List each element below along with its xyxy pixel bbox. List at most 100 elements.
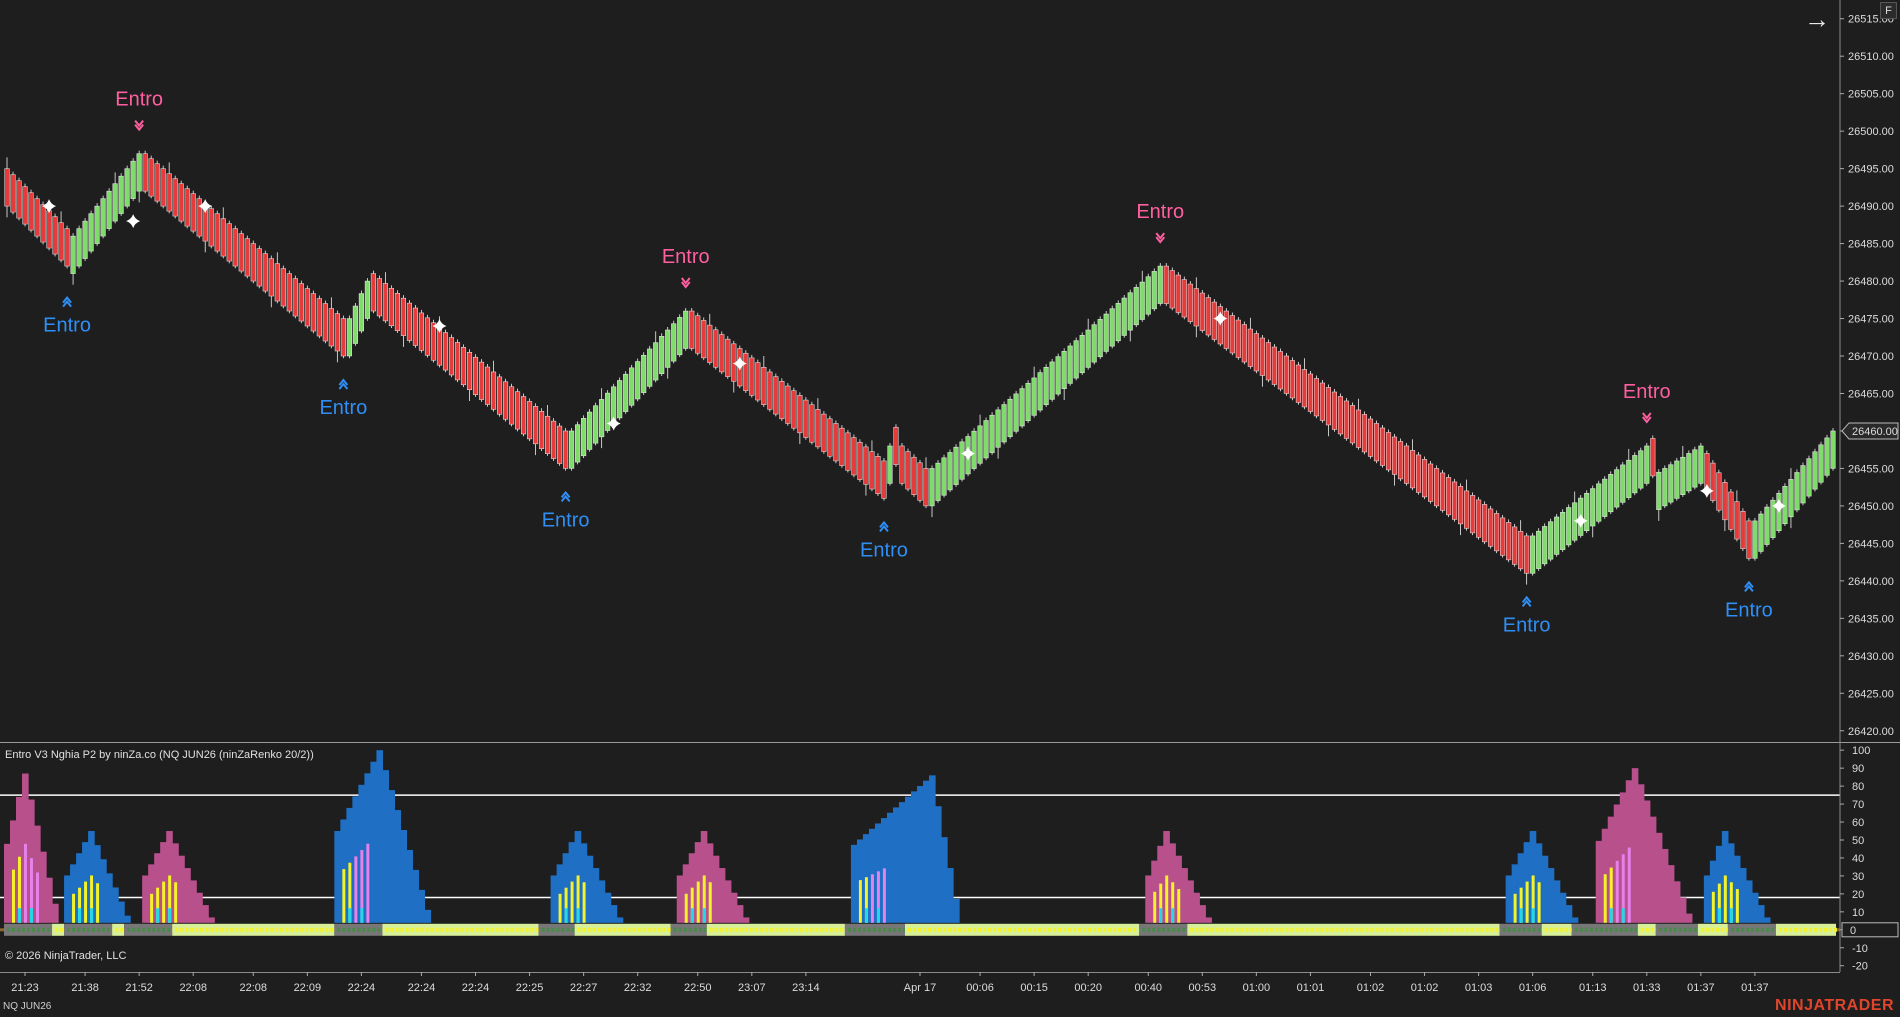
price-bar[interactable] bbox=[1686, 450, 1692, 494]
price-bar[interactable] bbox=[376, 275, 382, 319]
price-bar[interactable] bbox=[1385, 429, 1392, 473]
price-bar[interactable] bbox=[1139, 270, 1145, 322]
price-bar[interactable] bbox=[244, 235, 250, 279]
price-bar[interactable] bbox=[1500, 514, 1506, 558]
price-bar[interactable] bbox=[773, 373, 779, 417]
price-bar[interactable] bbox=[1031, 366, 1037, 418]
price-bar[interactable] bbox=[917, 459, 923, 503]
price-bar[interactable] bbox=[1806, 455, 1812, 499]
price-bar[interactable] bbox=[1403, 442, 1410, 486]
scroll-right-arrow-icon[interactable]: → bbox=[1804, 4, 1830, 34]
price-bar[interactable] bbox=[256, 245, 262, 289]
price-bar[interactable] bbox=[515, 388, 521, 432]
price-bar[interactable] bbox=[1349, 402, 1356, 446]
price-bar[interactable] bbox=[1554, 513, 1560, 557]
price-bar[interactable] bbox=[1145, 273, 1151, 317]
price-bar[interactable] bbox=[863, 443, 869, 496]
price-bar[interactable] bbox=[502, 378, 509, 422]
price-bar[interactable] bbox=[76, 225, 82, 269]
entro-sell-signal[interactable]: Entro bbox=[115, 89, 163, 132]
price-bar[interactable] bbox=[1548, 518, 1554, 562]
price-bar[interactable] bbox=[1391, 433, 1398, 486]
price-bar[interactable] bbox=[749, 354, 755, 398]
price-bar[interactable] bbox=[442, 329, 449, 373]
price-bar[interactable] bbox=[322, 300, 328, 344]
price-bar[interactable] bbox=[400, 295, 406, 347]
price-bar[interactable] bbox=[1283, 353, 1289, 396]
price-bar[interactable] bbox=[1620, 461, 1626, 505]
price-bar[interactable] bbox=[1079, 332, 1085, 376]
price-bar[interactable] bbox=[977, 414, 983, 466]
price-bar[interactable] bbox=[100, 195, 106, 239]
price-bar[interactable] bbox=[533, 403, 539, 456]
price-bar[interactable] bbox=[1740, 508, 1746, 551]
price-bar[interactable] bbox=[1626, 448, 1632, 500]
price-bar[interactable] bbox=[1325, 384, 1331, 437]
price-bar[interactable] bbox=[166, 162, 172, 214]
price-bar[interactable] bbox=[1470, 492, 1476, 536]
price-bar[interactable] bbox=[334, 310, 340, 363]
price-bar[interactable] bbox=[1103, 311, 1109, 354]
price-bar[interactable] bbox=[1241, 321, 1247, 365]
price-bar[interactable] bbox=[875, 453, 881, 496]
price-bar[interactable] bbox=[1824, 434, 1830, 478]
price-bar[interactable] bbox=[581, 415, 587, 459]
price-bar[interactable] bbox=[1373, 420, 1380, 464]
price-bar[interactable] bbox=[1061, 348, 1067, 400]
price-bar[interactable] bbox=[647, 345, 653, 389]
price-bar[interactable] bbox=[142, 150, 148, 194]
price-bar[interactable] bbox=[106, 188, 112, 231]
price-bar[interactable] bbox=[677, 314, 683, 358]
price-bar[interactable] bbox=[767, 368, 773, 412]
price-bar[interactable] bbox=[791, 387, 797, 431]
price-bar[interactable] bbox=[28, 189, 34, 233]
price-bar[interactable] bbox=[1013, 390, 1019, 434]
price-bar[interactable] bbox=[779, 378, 785, 422]
price-bar[interactable] bbox=[1019, 385, 1025, 429]
price-bar[interactable] bbox=[286, 270, 292, 314]
price-bar[interactable] bbox=[214, 210, 220, 254]
price-bar[interactable] bbox=[761, 356, 767, 407]
price-bar[interactable] bbox=[70, 233, 76, 285]
price-bar[interactable] bbox=[629, 364, 635, 408]
price-bar[interactable] bbox=[298, 280, 304, 324]
price-bar[interactable] bbox=[1722, 479, 1728, 532]
price-bar[interactable] bbox=[557, 423, 563, 466]
price-bar[interactable] bbox=[238, 230, 244, 274]
price-bar[interactable] bbox=[1632, 452, 1638, 496]
price-bar[interactable] bbox=[1277, 348, 1283, 392]
price-bar[interactable] bbox=[178, 180, 184, 224]
price-bar[interactable] bbox=[496, 373, 503, 417]
price-bar[interactable] bbox=[472, 354, 479, 397]
price-bar[interactable] bbox=[1073, 337, 1079, 381]
price-bar[interactable] bbox=[1313, 375, 1319, 419]
price-bar[interactable] bbox=[1319, 379, 1325, 423]
top-corner-button[interactable]: F bbox=[1880, 2, 1897, 19]
price-bar[interactable] bbox=[509, 383, 515, 427]
price-bar[interactable] bbox=[851, 434, 857, 478]
price-bar[interactable] bbox=[268, 255, 274, 308]
price-bar[interactable] bbox=[370, 270, 376, 314]
price-bar[interactable] bbox=[929, 465, 935, 518]
price-bar[interactable] bbox=[1746, 517, 1752, 561]
price-bar[interactable] bbox=[478, 359, 485, 402]
price-bar[interactable] bbox=[1355, 398, 1362, 450]
price-bar[interactable] bbox=[1506, 519, 1512, 563]
price-bar[interactable] bbox=[1728, 488, 1734, 532]
price-bar[interactable] bbox=[1770, 497, 1776, 540]
price-bar[interactable] bbox=[316, 295, 322, 339]
price-bar[interactable] bbox=[959, 438, 965, 482]
price-bar[interactable] bbox=[208, 205, 214, 249]
price-bar[interactable] bbox=[743, 350, 749, 393]
price-bar[interactable] bbox=[575, 421, 581, 465]
price-bar[interactable] bbox=[935, 460, 941, 503]
price-bar[interactable] bbox=[154, 160, 160, 204]
entro-buy-signal[interactable]: Entro bbox=[542, 490, 590, 531]
price-bar[interactable] bbox=[454, 339, 461, 383]
price-bar[interactable] bbox=[1397, 438, 1404, 482]
price-bar[interactable] bbox=[88, 210, 94, 254]
price-bar[interactable] bbox=[1482, 501, 1488, 545]
price-bar[interactable] bbox=[1692, 446, 1698, 490]
price-bar[interactable] bbox=[226, 220, 232, 264]
price-bar[interactable] bbox=[1157, 263, 1163, 306]
